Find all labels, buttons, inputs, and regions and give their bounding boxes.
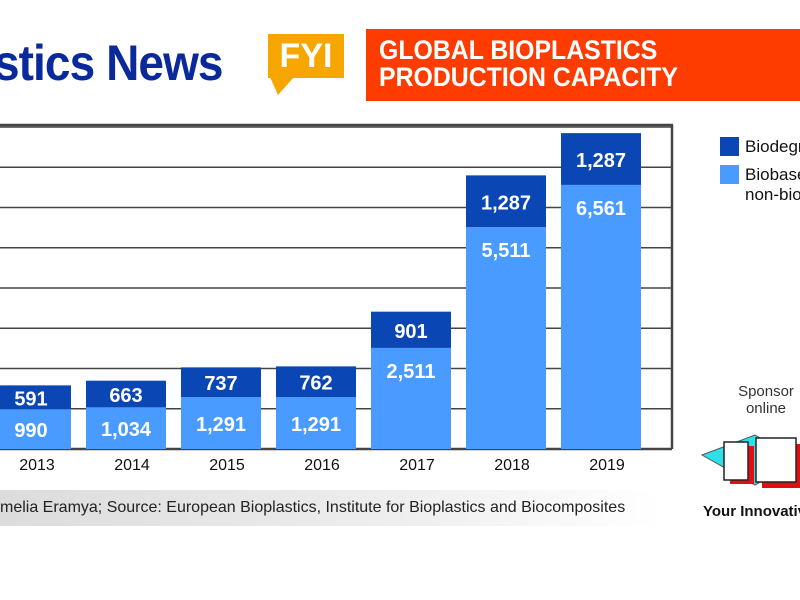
- data-label: 1,291: [291, 414, 341, 436]
- data-label: 5,511: [482, 240, 531, 262]
- bar-biodegradable-2019: [561, 133, 641, 185]
- data-label: 591: [14, 388, 47, 410]
- brand-logo-text: stics News: [0, 35, 224, 91]
- data-label: 762: [299, 373, 332, 395]
- bar-biobased-2018: [466, 227, 546, 449]
- bar-biobased-2014: [86, 407, 166, 449]
- bar-biobased-2013: [0, 409, 71, 449]
- data-label: 901: [394, 321, 427, 343]
- sponsor-logo-icon: [700, 434, 800, 488]
- x-tick-label: 2014: [114, 457, 150, 474]
- x-tick-label: 2017: [399, 457, 435, 474]
- x-tick-label: 2013: [19, 457, 55, 474]
- legend: Biodegra Biobasednon-biod: [720, 137, 800, 213]
- data-label: 1,287: [481, 192, 531, 214]
- data-label: 990: [14, 420, 47, 442]
- bar-biobased-2019: [561, 184, 641, 450]
- bar-biodegradable-2016: [276, 366, 356, 398]
- data-label: 663: [109, 385, 142, 407]
- bar-biobased-2017: [371, 347, 451, 449]
- legend-item-biodegradable: Biodegra: [720, 137, 800, 157]
- bar-biodegradable-2018: [466, 175, 546, 228]
- bar-biodegradable-2014: [86, 380, 166, 408]
- legend-swatch: [720, 137, 739, 156]
- chart-title: GLOBAL BIOPLASTICS PRODUCTION CAPACITY: [366, 29, 800, 101]
- legend-label: Biobasednon-biod: [745, 165, 800, 204]
- data-label: 1,287: [576, 150, 626, 172]
- x-tick-label: 2019: [589, 457, 625, 474]
- data-label: 1,034: [101, 419, 152, 441]
- sponsor-tagline: Your Innovativ: [703, 503, 800, 520]
- data-label: 2,511: [387, 361, 436, 383]
- bar-biodegradable-2015: [181, 367, 261, 398]
- sponsor-text: Sponsor online: [738, 383, 794, 417]
- x-tick-label: 2018: [494, 457, 530, 474]
- x-tick-label: 2015: [209, 457, 245, 474]
- bar-biodegradable-2013: [0, 385, 71, 410]
- x-tick-label: 2016: [304, 457, 340, 474]
- speech-bubble-tail-icon: [270, 77, 294, 95]
- title-line-2: PRODUCTION CAPACITY: [379, 62, 679, 92]
- data-label: 737: [204, 373, 237, 395]
- legend-item-biobased: Biobasednon-biod: [720, 165, 800, 205]
- source-credit: melia Eramya; Source: European Bioplasti…: [0, 490, 660, 526]
- bar-biobased-2016: [276, 397, 356, 449]
- title-line-1: GLOBAL BIOPLASTICS: [379, 35, 658, 65]
- data-label: 1,291: [196, 414, 246, 436]
- data-label: 6,561: [576, 198, 626, 220]
- fyi-badge: FYI: [268, 34, 344, 78]
- bar-biodegradable-2017: [371, 311, 451, 348]
- bar-biobased-2015: [181, 397, 261, 449]
- legend-label: Biodegra: [745, 137, 800, 156]
- legend-swatch: [720, 165, 739, 184]
